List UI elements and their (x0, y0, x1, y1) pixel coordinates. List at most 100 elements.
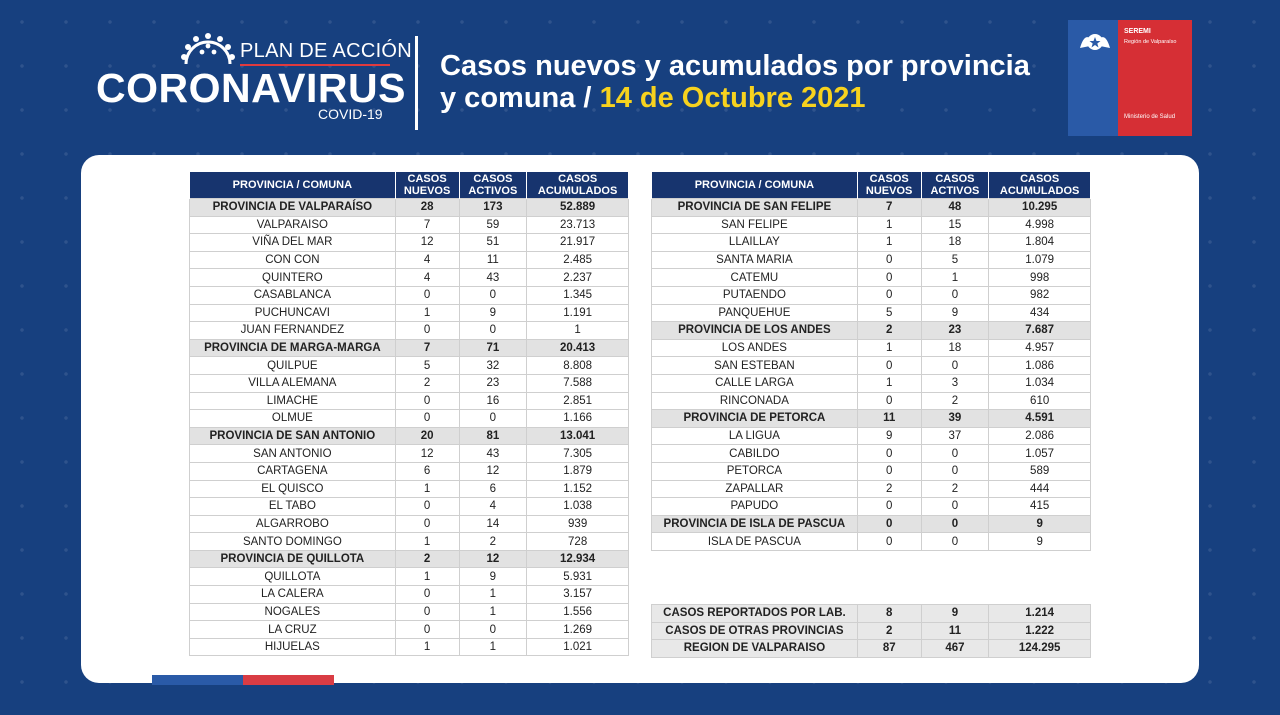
table-left: PROVINCIA / COMUNA CASOS NUEVOS CASOS AC… (189, 171, 629, 657)
cell-activos: 37 (920, 426, 990, 446)
cell-activos: 2 (458, 532, 528, 551)
table-row: PUTAENDO 0 0 982 (651, 285, 1091, 305)
cell-nuevos: 1 (394, 303, 460, 323)
cell-nuevos: 8 (856, 604, 922, 623)
cell-acumulados: 1.879 (526, 461, 629, 481)
col-header-acumulados: CASOS ACUMULADOS (526, 171, 629, 199)
cell-acumulados: 415 (988, 497, 1091, 516)
table-row: SAN ESTEBAN 0 0 1.086 (651, 356, 1091, 375)
cell-nuevos: 0 (856, 497, 922, 516)
cell-activos: 23 (458, 373, 528, 393)
province-row: PROVINCIA DE MARGA-MARGA 7 71 20.413 (189, 338, 629, 358)
cell-activos: 5 (920, 250, 990, 270)
cell-name: VALPARAISO (189, 215, 396, 235)
table-row: CATEMU 0 1 998 (651, 268, 1091, 287)
table-right: PROVINCIA / COMUNA CASOS NUEVOS CASOS AC… (651, 171, 1091, 551)
header-divider (415, 36, 418, 130)
cell-nuevos: 7 (856, 198, 922, 217)
cell-acumulados: 4.591 (988, 409, 1091, 428)
cell-activos: 9 (920, 604, 990, 623)
cell-acumulados: 1.269 (526, 620, 629, 639)
table-row: HIJUELAS 1 1 1.021 (189, 637, 629, 657)
table-row: CALLE LARGA 1 3 1.034 (651, 373, 1091, 393)
cell-acumulados: 1.057 (988, 444, 1091, 463)
seremi-region: Región de Valparaíso (1124, 39, 1177, 45)
cell-nuevos: 0 (394, 409, 460, 428)
cell-activos: 15 (920, 215, 990, 235)
table-row: CON CON 4 11 2.485 (189, 250, 629, 270)
cell-name: PETORCA (651, 461, 858, 481)
summary-row: REGION DE VALPARAISO 87 467 124.295 (651, 639, 1091, 658)
cell-nuevos: 0 (856, 514, 922, 534)
province-row: PROVINCIA DE SAN ANTONIO 20 81 13.041 (189, 426, 629, 446)
cell-activos: 9 (458, 303, 528, 323)
cell-acumulados: 21.917 (526, 233, 629, 252)
flag-bar-blue (152, 675, 243, 685)
cell-name: PAPUDO (651, 497, 858, 516)
cell-acumulados: 2.851 (526, 391, 629, 411)
col-header-provincia: PROVINCIA / COMUNA (189, 171, 396, 199)
table-row: LA LIGUA 9 37 2.086 (651, 426, 1091, 446)
cell-acumulados: 1.086 (988, 356, 1091, 375)
cell-acumulados: 1 (526, 321, 629, 340)
cell-acumulados: 52.889 (526, 198, 629, 217)
cell-activos: 0 (920, 285, 990, 305)
table-row: QUILLOTA 1 9 5.931 (189, 567, 629, 587)
cell-nuevos: 1 (856, 233, 922, 252)
cell-name: JUAN FERNANDEZ (189, 321, 396, 340)
cell-nuevos: 6 (394, 461, 460, 481)
table-row: OLMUE 0 0 1.166 (189, 409, 629, 428)
cell-name: ZAPALLAR (651, 479, 858, 499)
cell-activos: 0 (458, 321, 528, 340)
cell-nuevos: 1 (856, 215, 922, 235)
table-header-row: PROVINCIA / COMUNA CASOS NUEVOS CASOS AC… (189, 171, 629, 199)
cell-nuevos: 2 (856, 479, 922, 499)
cell-acumulados: 7.588 (526, 373, 629, 393)
title-prefix: y comuna / (440, 82, 592, 114)
table-row: LA CALERA 0 1 3.157 (189, 585, 629, 604)
flag-bar-red (243, 675, 334, 685)
seremi-blue-band (1068, 20, 1118, 136)
cell-name: VILLA ALEMANA (189, 373, 396, 393)
cell-acumulados: 124.295 (988, 639, 1091, 658)
cell-nuevos: 7 (394, 338, 460, 358)
cell-nuevos: 12 (394, 233, 460, 252)
coat-of-arms-icon (1080, 34, 1110, 50)
cell-nuevos: 1 (856, 373, 922, 393)
cell-acumulados: 9 (988, 532, 1091, 551)
cell-acumulados: 1.804 (988, 233, 1091, 252)
cell-nuevos: 28 (394, 198, 460, 217)
cell-nuevos: 9 (856, 426, 922, 446)
cell-acumulados: 20.413 (526, 338, 629, 358)
cell-name: PROVINCIA DE MARGA-MARGA (189, 338, 396, 358)
cell-acumulados: 610 (988, 391, 1091, 411)
cell-name: CON CON (189, 250, 396, 270)
cell-name: PROVINCIA DE VALPARAÍSO (189, 198, 396, 217)
cell-acumulados: 4.957 (988, 338, 1091, 358)
cell-name: PROVINCIA DE QUILLOTA (189, 549, 396, 569)
cell-name: QUILLOTA (189, 567, 396, 587)
cell-activos: 48 (920, 198, 990, 217)
cell-activos: 1 (920, 268, 990, 287)
table-row: NOGALES 0 1 1.556 (189, 602, 629, 622)
cell-name: RINCONADA (651, 391, 858, 411)
cell-nuevos: 7 (394, 215, 460, 235)
table-row: CASABLANCA 0 0 1.345 (189, 285, 629, 305)
table-row: VIÑA DEL MAR 12 51 21.917 (189, 233, 629, 252)
cell-name: ALGARROBO (189, 514, 396, 534)
cell-name: CALLE LARGA (651, 373, 858, 393)
cell-name: LA CRUZ (189, 620, 396, 639)
cell-activos: 1 (458, 585, 528, 604)
table-row: JUAN FERNANDEZ 0 0 1 (189, 321, 629, 340)
cell-activos: 43 (458, 268, 528, 287)
table-row: LA CRUZ 0 0 1.269 (189, 620, 629, 639)
table-row: SAN ANTONIO 12 43 7.305 (189, 444, 629, 463)
cell-nuevos: 0 (394, 620, 460, 639)
cell-acumulados: 1.345 (526, 285, 629, 305)
cell-acumulados: 589 (988, 461, 1091, 481)
cell-name: VIÑA DEL MAR (189, 233, 396, 252)
cell-nuevos: 0 (856, 532, 922, 551)
cell-name: PROVINCIA DE SAN FELIPE (651, 198, 858, 217)
cell-acumulados: 1.556 (526, 602, 629, 622)
cell-activos: 59 (458, 215, 528, 235)
